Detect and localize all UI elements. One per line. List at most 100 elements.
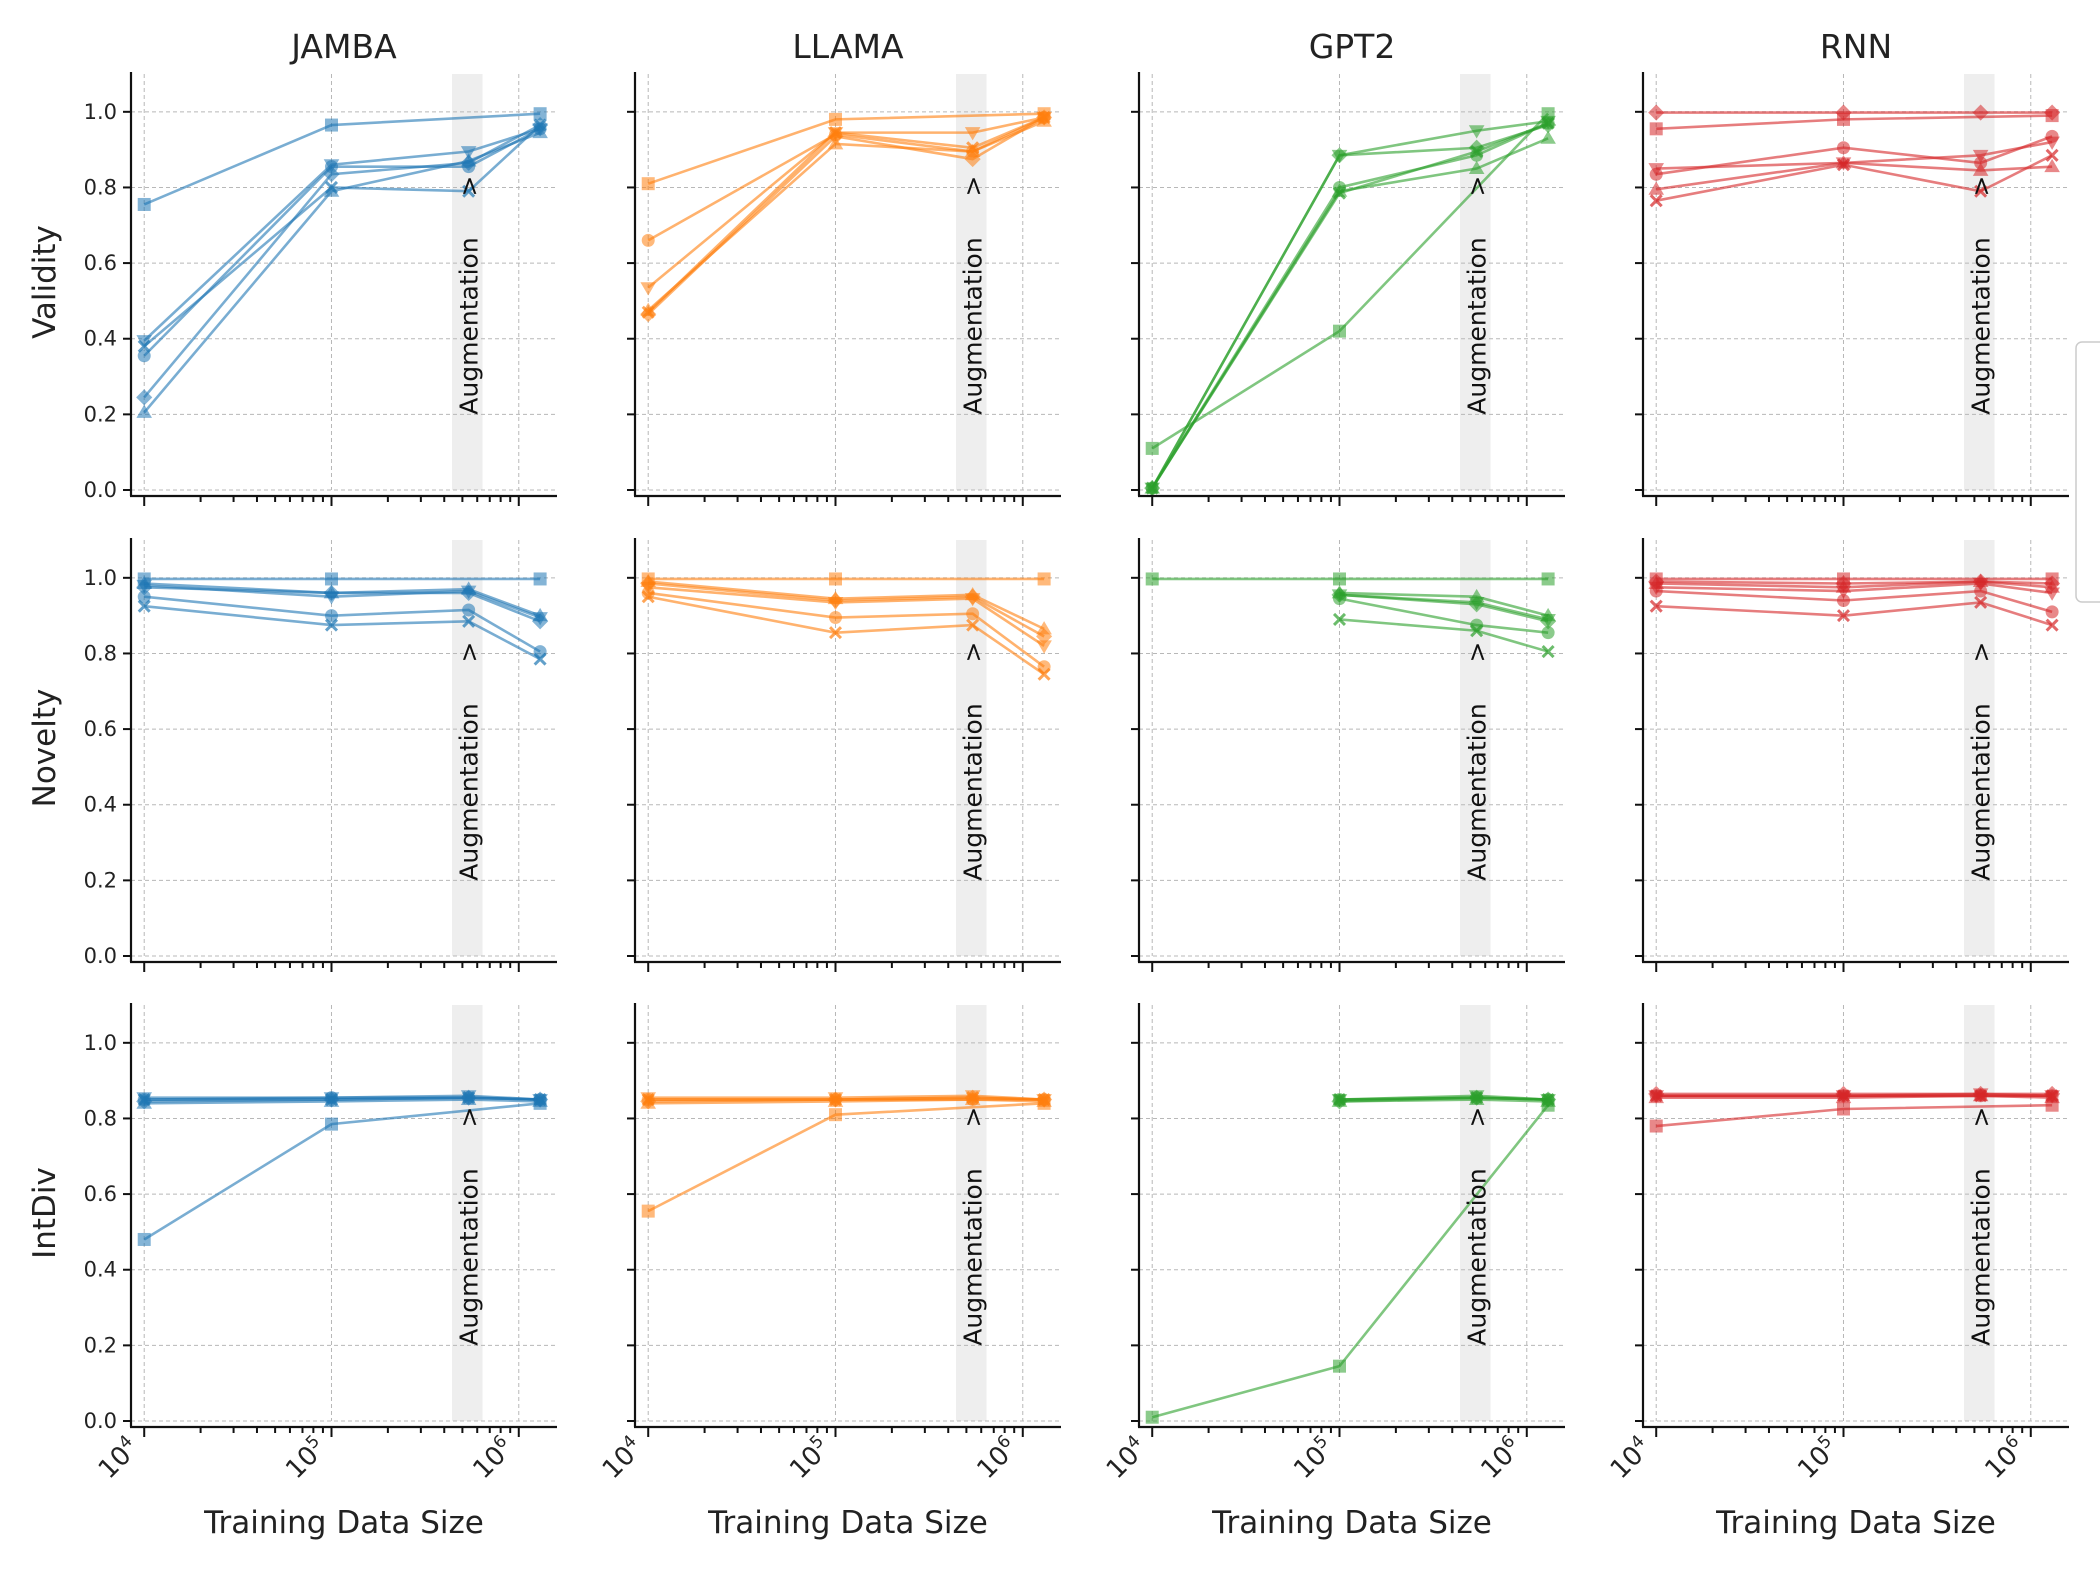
row-label-validity: Validity (27, 225, 63, 339)
data-point-square (1333, 325, 1346, 338)
panel-intdiv-gpt2: Augmentation>104105106 (1099, 1003, 1565, 1485)
x-tick-label: 106 (1978, 1431, 2032, 1485)
row-label-intdiv: IntDiv (27, 1167, 63, 1259)
y-tick-label: 1.0 (84, 1031, 117, 1055)
panel-intdiv-jamba: Augmentation >0.0 0.2 0.4 0.6 0.8 1.0 104 105 106 (84, 1003, 557, 1485)
augmentation-arrow: > (1967, 1107, 1996, 1128)
x-tick-label: 105 (279, 1431, 333, 1485)
x-axis-label: Training Data Size (707, 1505, 988, 1541)
data-point-square (1650, 122, 1663, 135)
augmentation-arrow: > (959, 176, 988, 197)
legend-box (2076, 342, 2100, 602)
y-tick-label: 0.0 (84, 1409, 117, 1433)
y-tick-label: 0.6 (84, 717, 117, 741)
series-line-x (1339, 1098, 1548, 1100)
augmentation-arrow: > (1463, 176, 1492, 197)
y-tick-label: 0.2 (84, 1333, 117, 1357)
data-point-circle (462, 603, 475, 616)
x-axis-label: Training Data Size (1211, 1505, 1492, 1541)
panel-novelty-jamba: Augmentation>0.00.20.40.60.81.0 (84, 538, 557, 972)
data-point-square (829, 1108, 842, 1121)
augmentation-arrow: > (959, 642, 988, 663)
panel-validity-rnn: Augmentation > (1635, 72, 2069, 506)
column-title-gpt2: GPT2 (1309, 27, 1396, 66)
y-tick-label: 1.0 (84, 566, 117, 590)
augmentation-label: Augmentation (455, 237, 484, 414)
data-point-square (1146, 1411, 1159, 1424)
y-tick-label: 0.2 (84, 402, 117, 426)
augmentation-arrow: > (1967, 176, 1996, 197)
x-tick-label: 104 (595, 1431, 649, 1485)
column-title-llama: LLAMA (792, 27, 904, 66)
y-tick-label: 0.8 (84, 175, 117, 199)
augmentation-label: Augmentation (455, 703, 484, 880)
panel-validity-gpt2: Augmentation> (1131, 72, 1565, 506)
series-line-x (1339, 619, 1548, 651)
data-point-triangle-down (1036, 640, 1052, 653)
augmentation-arrow: > (455, 642, 484, 663)
column-title-rnn: RNN (1820, 27, 1892, 66)
y-tick-label: 0.4 (84, 793, 117, 817)
augmentation-label: Augmentation (1967, 703, 1996, 880)
y-tick-label: 0.4 (84, 1258, 117, 1282)
augmentation-label: Augmentation (1967, 1168, 1996, 1345)
augmentation-arrow: > (1463, 642, 1492, 663)
augmentation-label: Augmentation (959, 1168, 988, 1345)
data-point-square (1542, 572, 1555, 585)
x-tick-label: 106 (970, 1431, 1024, 1485)
y-tick-label: 0.8 (84, 641, 117, 665)
x-tick-label: 104 (91, 1431, 145, 1485)
panel-intdiv-llama: Augmentation >104 105 106 (595, 1003, 1061, 1485)
data-point-circle (2046, 605, 2059, 618)
y-tick-label: 0.6 (84, 251, 117, 275)
data-point-circle (642, 234, 655, 247)
x-tick-label: 104 (1099, 1431, 1153, 1485)
augmentation-label: Augmentation (1967, 237, 1996, 414)
panel-novelty-rnn: Augmentation > (1635, 538, 2069, 972)
augmentation-label: Augmentation (455, 1168, 484, 1345)
data-point-square (325, 1118, 338, 1131)
data-point-square (642, 1205, 655, 1218)
data-point-triangle-down (640, 282, 656, 295)
data-point-circle (966, 607, 979, 620)
augmentation-arrow: > (1463, 1107, 1492, 1128)
panel-validity-llama: Augmentation > (627, 72, 1061, 506)
augmentation-label: Augmentation (959, 703, 988, 880)
data-point-circle (1837, 141, 1850, 154)
column-title-jamba: JAMBA (289, 27, 397, 66)
data-point-square (1650, 1120, 1663, 1133)
augmentation-arrow: > (455, 176, 484, 197)
data-point-triangle-up (2044, 159, 2060, 172)
y-tick-label: 0.6 (84, 1182, 117, 1206)
row-label-novelty: Novelty (27, 689, 63, 808)
data-point-square (138, 198, 151, 211)
panel-validity-jamba: Augmentation>0.00.20.40.60.81.0 (84, 72, 557, 506)
augmentation-arrow: > (1967, 642, 1996, 663)
x-axis-label: Training Data Size (1715, 1505, 1996, 1541)
panel-novelty-gpt2: Augmentation> (1131, 538, 1565, 972)
augmentation-arrow: > (959, 1107, 988, 1128)
augmentation-label: Augmentation (959, 237, 988, 414)
x-tick-label: 106 (1474, 1431, 1528, 1485)
figure: JAMBA LLAMA GPT2 RNN Validity Novelty IntDiv Tr… (0, 0, 2100, 1575)
x-tick-label: 105 (1791, 1431, 1845, 1485)
data-point-square (1837, 1103, 1850, 1116)
data-point-square (642, 177, 655, 190)
x-tick-label: 106 (466, 1431, 520, 1485)
data-point-triangle-up (1540, 130, 1556, 143)
y-tick-label: 0.4 (84, 327, 117, 351)
panel-intdiv-rnn: Augmentation >104 105 106 (1603, 1003, 2069, 1485)
data-point-square (1146, 572, 1159, 585)
y-tick-label: 0.0 (84, 944, 117, 968)
data-point-square (1333, 572, 1346, 585)
x-tick-label: 104 (1603, 1431, 1657, 1485)
data-point-square (534, 572, 547, 585)
data-point-square (829, 572, 842, 585)
augmentation-arrow: > (455, 1107, 484, 1128)
data-point-square (138, 1233, 151, 1246)
data-point-square (1146, 442, 1159, 455)
x-tick-label: 105 (783, 1431, 837, 1485)
data-point-circle (829, 611, 842, 624)
data-point-square (1038, 572, 1051, 585)
y-tick-label: 0.8 (84, 1106, 117, 1130)
